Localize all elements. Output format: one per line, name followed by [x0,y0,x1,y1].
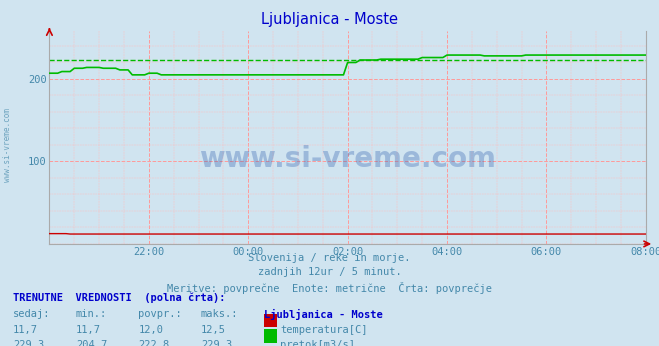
Text: pretok[m3/s]: pretok[m3/s] [280,340,355,346]
Text: povpr.:: povpr.: [138,309,182,319]
Text: www.si-vreme.com: www.si-vreme.com [3,108,13,182]
Text: Meritve: povprečne  Enote: metrične  Črta: povprečje: Meritve: povprečne Enote: metrične Črta:… [167,282,492,294]
Text: min.:: min.: [76,309,107,319]
Text: 12,5: 12,5 [201,325,226,335]
Text: 229,3: 229,3 [201,340,232,346]
Text: maks.:: maks.: [201,309,239,319]
Text: 11,7: 11,7 [76,325,101,335]
Text: 204,7: 204,7 [76,340,107,346]
Text: 12,0: 12,0 [138,325,163,335]
Text: temperatura[C]: temperatura[C] [280,325,368,335]
Text: zadnjih 12ur / 5 minut.: zadnjih 12ur / 5 minut. [258,267,401,277]
Text: Ljubljanica - Moste: Ljubljanica - Moste [264,309,382,320]
Text: www.si-vreme.com: www.si-vreme.com [199,145,496,173]
Text: 222,8: 222,8 [138,340,169,346]
Text: 11,7: 11,7 [13,325,38,335]
Text: Ljubljanica - Moste: Ljubljanica - Moste [261,12,398,27]
Text: sedaj:: sedaj: [13,309,51,319]
Text: TRENUTNE  VREDNOSTI  (polna črta):: TRENUTNE VREDNOSTI (polna črta): [13,292,225,303]
Text: Slovenija / reke in morje.: Slovenija / reke in morje. [248,253,411,263]
Text: 229,3: 229,3 [13,340,44,346]
